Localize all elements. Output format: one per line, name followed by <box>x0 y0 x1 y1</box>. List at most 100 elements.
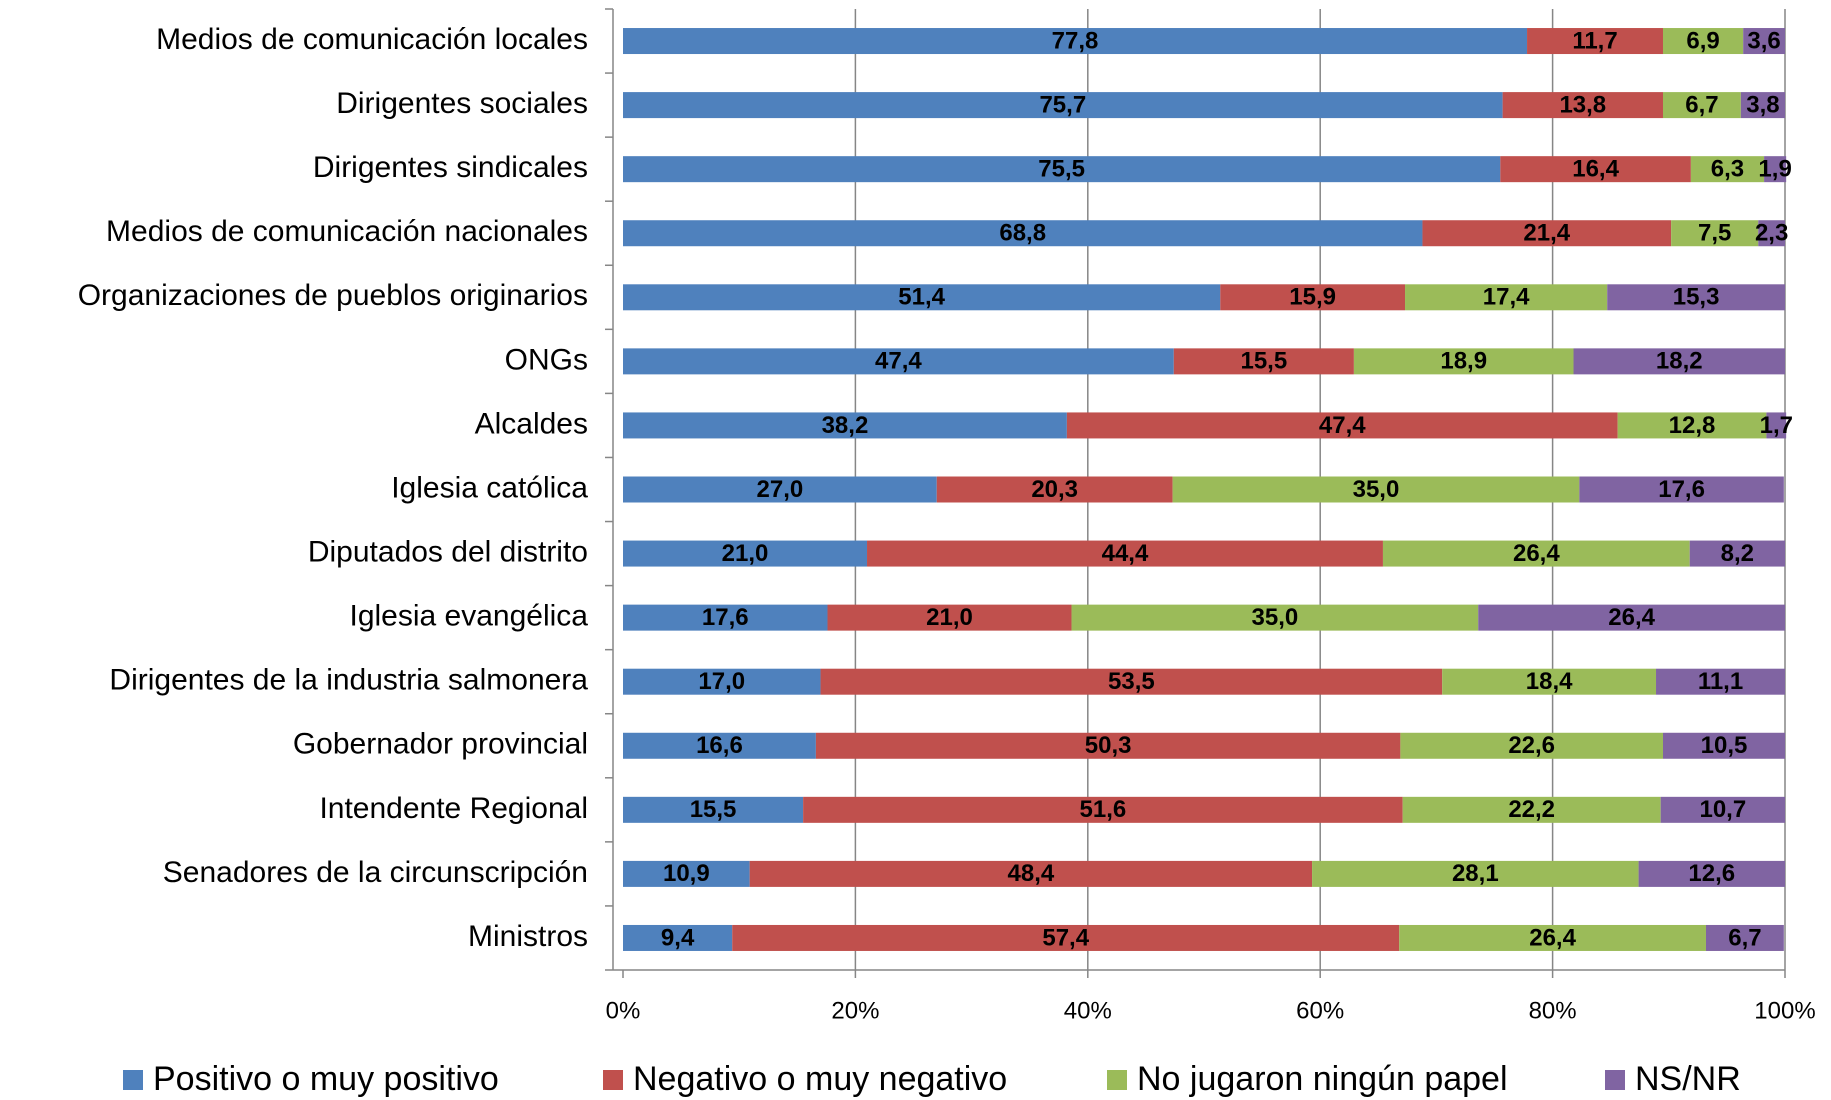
data-label: 75,5 <box>1038 156 1085 183</box>
bar-segment <box>749 860 1313 887</box>
bar-segment <box>1607 284 1785 311</box>
category-label: Medios de comunicación nacionales <box>106 215 588 248</box>
category-label: Diputados del distrito <box>308 535 588 568</box>
bar-segment <box>1066 412 1618 439</box>
data-label: 26,4 <box>1513 540 1560 567</box>
data-label: 15,5 <box>690 796 737 823</box>
category-label: ONGs <box>505 343 588 376</box>
category-label: Ministros <box>468 920 588 953</box>
category-label: Dirigentes sindicales <box>313 151 588 184</box>
bar-segment <box>623 92 1503 119</box>
bar-segment <box>867 540 1383 567</box>
data-label: 6,9 <box>1686 27 1719 54</box>
data-label: 15,3 <box>1673 284 1720 311</box>
category-label: Senadores de la circunscripción <box>163 856 588 889</box>
data-label: 26,4 <box>1608 604 1655 631</box>
bar-segment <box>1220 284 1406 311</box>
data-label: 21,0 <box>722 540 769 567</box>
category-label: Gobernador provincial <box>293 728 588 761</box>
data-label: 3,6 <box>1747 27 1780 54</box>
bar-segment <box>623 220 1423 247</box>
data-label: 15,9 <box>1289 284 1336 311</box>
data-label: 13,8 <box>1559 91 1606 118</box>
data-label: 28,1 <box>1452 860 1499 887</box>
data-label: 75,7 <box>1039 91 1086 118</box>
data-label: 16,6 <box>696 732 743 759</box>
bar-segment <box>1400 732 1663 759</box>
data-label: 57,4 <box>1042 924 1089 951</box>
data-label: 17,0 <box>698 668 745 695</box>
bar-segment <box>623 348 1174 375</box>
bar-segment <box>1743 28 1785 55</box>
data-label: 9,4 <box>661 924 695 951</box>
legend-label: NS/NR <box>1635 1060 1741 1098</box>
data-label: 68,8 <box>999 220 1046 247</box>
category-label: Dirigentes de la industria salmonera <box>109 664 588 697</box>
bar-segment <box>820 668 1443 695</box>
bar-segment <box>815 732 1401 759</box>
data-label: 6,7 <box>1728 924 1761 951</box>
bar-segment <box>1671 220 1759 247</box>
data-label: 10,9 <box>663 860 710 887</box>
x-tick-label: 80% <box>1529 997 1577 1024</box>
bar-segment <box>1740 92 1785 119</box>
data-label: 3,8 <box>1746 91 1779 118</box>
data-label: 7,5 <box>1698 220 1731 247</box>
data-label: 47,4 <box>1319 412 1366 439</box>
data-label: 12,6 <box>1688 860 1735 887</box>
bar-segment <box>1617 412 1767 439</box>
legend-label: Positivo o muy positivo <box>153 1060 499 1098</box>
bar-segment <box>1690 156 1765 183</box>
bar-segment <box>1442 668 1657 695</box>
bar-segment <box>1502 92 1663 119</box>
bar-segment <box>623 668 821 695</box>
legend-swatch <box>1605 1070 1625 1090</box>
bar-segment <box>623 604 828 631</box>
bar-segment <box>1764 156 1787 183</box>
data-label: 10,5 <box>1701 732 1748 759</box>
data-label: 15,5 <box>1240 348 1287 375</box>
x-tick-label: 100% <box>1754 997 1815 1024</box>
bar-segment <box>1662 732 1785 759</box>
bar-segment <box>1573 348 1785 375</box>
data-label: 1,7 <box>1760 412 1793 439</box>
x-tick-label: 40% <box>1064 997 1112 1024</box>
data-label: 51,4 <box>898 284 945 311</box>
data-label: 18,9 <box>1440 348 1487 375</box>
bar-segment <box>1173 348 1354 375</box>
data-label: 10,7 <box>1699 796 1746 823</box>
data-label: 77,8 <box>1052 27 1099 54</box>
bar-segment <box>1382 540 1690 567</box>
bar-segment <box>1405 284 1608 311</box>
bar-segment <box>1662 92 1741 119</box>
data-label: 21,0 <box>926 604 973 631</box>
bar-segment <box>732 924 1400 951</box>
bar-segment <box>623 732 816 759</box>
bar-segment <box>936 476 1173 503</box>
data-label: 11,1 <box>1698 668 1743 695</box>
legend-label: No jugaron ningún papel <box>1137 1060 1508 1098</box>
data-label: 12,8 <box>1669 412 1716 439</box>
data-label: 17,6 <box>702 604 749 631</box>
bar-segment <box>623 412 1067 439</box>
bar-segment <box>1660 796 1785 823</box>
bar-segment <box>827 604 1072 631</box>
data-label: 22,2 <box>1508 796 1555 823</box>
bar-segment <box>1500 156 1691 183</box>
legend-swatch <box>603 1070 623 1090</box>
data-label: 27,0 <box>757 476 804 503</box>
category-label: Iglesia católica <box>391 471 588 504</box>
x-tick-label: 20% <box>831 997 879 1024</box>
data-label: 50,3 <box>1085 732 1132 759</box>
bar-segment <box>623 796 804 823</box>
bar-segment <box>623 156 1501 183</box>
data-label: 35,0 <box>1353 476 1400 503</box>
data-label: 48,4 <box>1008 860 1055 887</box>
bar-segment <box>623 28 1528 55</box>
bar-segment <box>1399 924 1706 951</box>
bar-segment <box>623 540 868 567</box>
data-label: 18,2 <box>1656 348 1703 375</box>
data-label: 35,0 <box>1252 604 1299 631</box>
legend-swatch <box>123 1070 143 1090</box>
